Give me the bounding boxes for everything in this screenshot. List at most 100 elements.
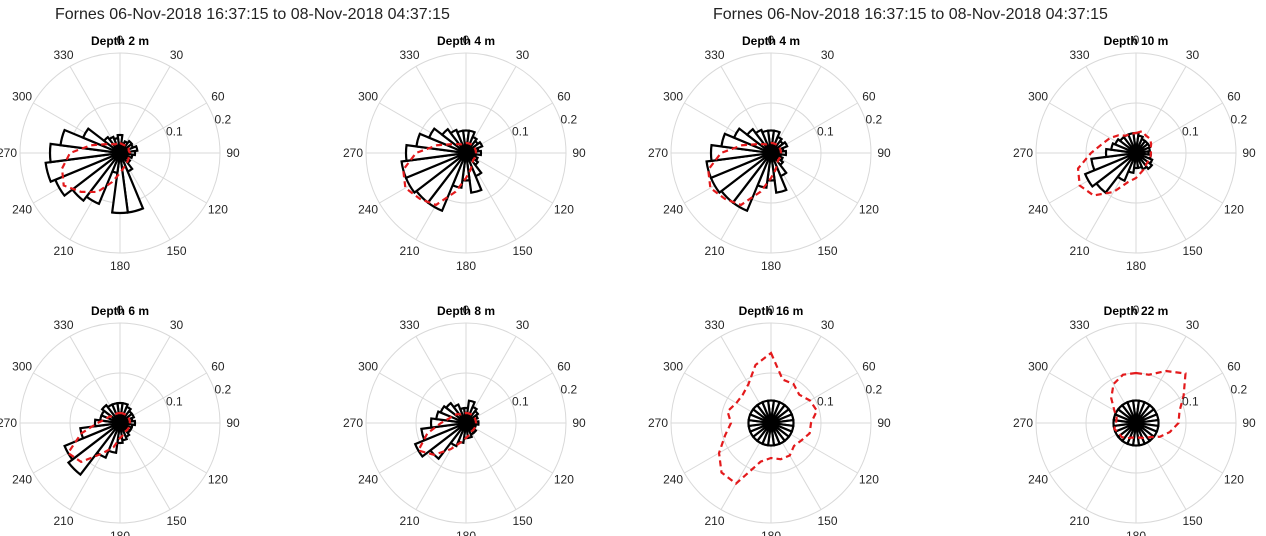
angle-tick-label: 30 [516,318,530,332]
dashed-series-line [717,351,819,486]
rose-bar [420,421,467,442]
angle-tick-label: 330 [53,48,73,62]
angle-tick-label: 60 [211,360,225,374]
angle-tick-label: 150 [512,514,532,528]
rose-bar [455,129,468,154]
angle-tick-label: 240 [12,203,32,217]
rose-bar [110,152,130,215]
rose-bar [449,128,468,154]
grid-spoke [119,422,207,474]
rose-bar [705,151,772,180]
rose-bar [400,151,467,180]
angle-tick-label: 30 [821,318,835,332]
angle-tick-label: 270 [343,416,363,430]
radial-tick-label: 0.1 [166,395,183,409]
angle-tick-label: 120 [208,203,228,217]
angle-tick-label: 270 [343,146,363,160]
angle-tick-label: 330 [1069,318,1089,332]
angle-tick-label: 240 [663,203,683,217]
radial-tick-label: 0.1 [512,125,529,139]
angle-tick-label: 330 [399,318,419,332]
angle-tick-label: 300 [358,90,378,104]
angle-tick-label: 150 [817,514,837,528]
grid-spoke [465,152,553,204]
angle-tick-label: 210 [1069,244,1089,258]
angle-tick-label: 0 [1133,33,1140,47]
angle-tick-label: 180 [456,529,476,536]
angle-tick-label: 90 [877,416,891,430]
rose-bar [112,136,122,154]
grid-spoke [1135,66,1187,154]
panel-title: Depth 2 m [91,34,149,48]
radial-tick-label: 0.1 [817,125,834,139]
angle-tick-label: 60 [557,360,571,374]
rose-bar [760,399,773,424]
dashed-series-line [60,141,132,194]
panel-title: Depth 8 m [437,304,495,318]
angle-tick-label: 210 [399,244,419,258]
angle-tick-label: 180 [110,259,130,273]
angle-tick-label: 210 [53,514,73,528]
angle-tick-label: 90 [572,416,586,430]
angle-tick-label: 210 [704,514,724,528]
angle-tick-label: 120 [554,203,574,217]
grid-spoke [770,152,858,204]
angle-tick-label: 330 [399,48,419,62]
panel-title: Depth 4 m [742,34,800,48]
angle-tick-label: 120 [859,203,879,217]
angle-tick-label: 30 [1186,318,1200,332]
radial-tick-label: 0.1 [166,125,183,139]
angle-tick-label: 0 [768,303,775,317]
polar-panel: 0 30 60 90 120 150 180 210 240 270 300 330 0.1 0.2 Dep… [0,303,240,536]
angle-tick-label: 300 [358,360,378,374]
angle-tick-label: 60 [862,360,876,374]
angle-tick-label: 120 [1224,473,1244,487]
angle-tick-label: 0 [463,33,470,47]
angle-tick-label: 90 [1242,416,1256,430]
angle-tick-label: 60 [211,90,225,104]
angle-tick-label: 330 [1069,48,1089,62]
angle-tick-label: 270 [0,146,17,160]
angle-tick-label: 60 [557,90,571,104]
rose-bar [458,406,468,424]
polar-panel: 0 30 60 90 120 150 180 210 240 270 300 330 0.1 0.2 Dep… [1013,303,1256,536]
angle-tick-label: 180 [761,529,781,536]
angle-tick-label: 240 [358,203,378,217]
grid-spoke [119,372,207,424]
angle-tick-label: 300 [663,360,683,374]
polar-panel: 0 30 60 90 120 150 180 210 240 270 300 330 0.1 0.2 Dep… [648,303,891,536]
polar-panel: 0 30 60 90 120 150 180 210 240 270 300 330 0.1 0.2 Dep… [1013,33,1256,273]
dashed-series-line [416,411,478,456]
angle-tick-label: 90 [226,416,240,430]
angle-tick-label: 300 [1028,360,1048,374]
angle-tick-label: 30 [516,48,530,62]
figure-title-right: Fornes 06-Nov-2018 16:37:15 to 08-Nov-20… [713,6,1108,23]
angle-tick-label: 120 [1224,203,1244,217]
panel-title: Depth 10 m [1104,34,1169,48]
panel-title: Depth 16 m [739,304,804,318]
radial-tick-label: 0.2 [866,382,883,396]
angle-tick-label: 300 [12,360,32,374]
angle-tick-label: 210 [399,514,419,528]
angle-tick-label: 270 [1013,416,1033,430]
angle-tick-label: 240 [1028,473,1048,487]
angle-tick-label: 180 [1126,259,1146,273]
angle-tick-label: 270 [648,416,668,430]
angle-tick-label: 210 [53,244,73,258]
panel-title: Depth 6 m [91,304,149,318]
panel-title: Depth 22 m [1104,304,1169,318]
dashed-series-line [402,141,478,207]
angle-tick-label: 0 [117,33,124,47]
angle-tick-label: 180 [761,259,781,273]
radial-tick-label: 0.2 [866,112,883,126]
rose-bar [464,152,483,194]
angle-tick-label: 240 [358,473,378,487]
figure-title-left: Fornes 06-Nov-2018 16:37:15 to 08-Nov-20… [55,6,450,23]
polar-panel: 0 30 60 90 120 150 180 210 240 270 300 330 0.1 0.2 Dep… [0,33,240,273]
angle-tick-label: 120 [208,473,228,487]
angle-tick-label: 330 [53,318,73,332]
angle-tick-label: 150 [817,244,837,258]
angle-tick-label: 30 [1186,48,1200,62]
angle-tick-label: 150 [1182,244,1202,258]
